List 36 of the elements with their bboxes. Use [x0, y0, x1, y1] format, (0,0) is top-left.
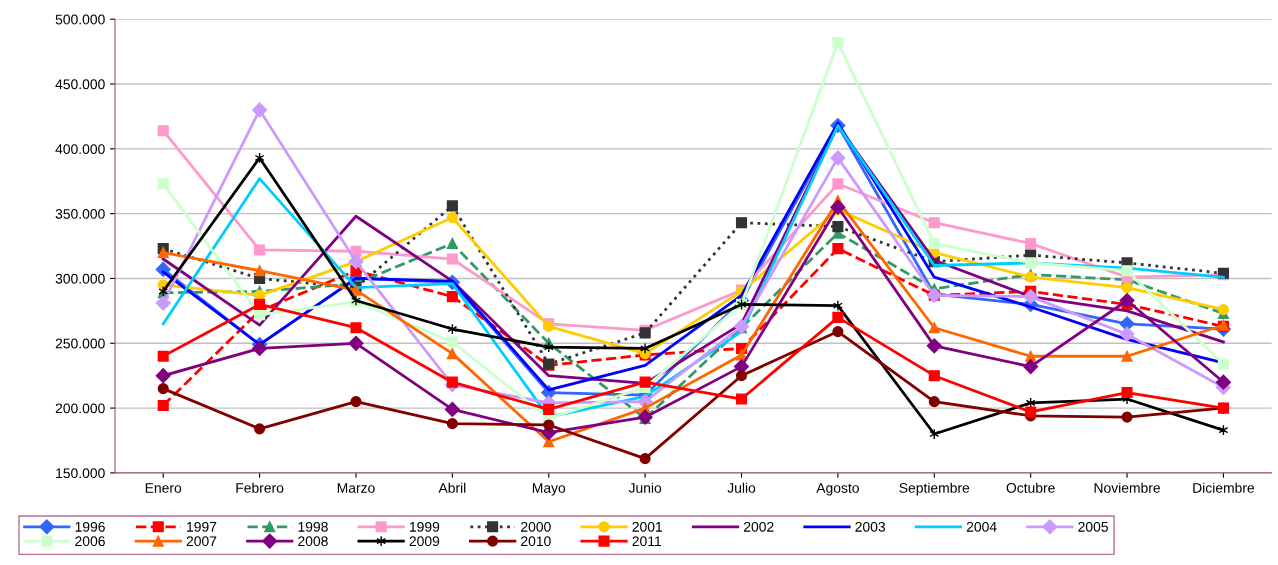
legend-label: 2002 — [743, 521, 774, 532]
x-tick-label: Febrero — [236, 482, 284, 493]
x-tick-label: Abril — [438, 482, 466, 493]
legend-label: 2001 — [632, 521, 663, 532]
legend-label: 1996 — [75, 521, 105, 532]
legend-label: 2008 — [298, 536, 328, 547]
x-tick-label: Marzo — [337, 483, 375, 493]
y-tick-label: 250.000 — [55, 338, 105, 349]
legend-label: 2003 — [855, 521, 886, 532]
x-tick-label: Julio — [727, 482, 756, 493]
legend-label: 2011 — [632, 536, 662, 547]
y-tick-label: 450.000 — [55, 79, 105, 90]
x-tick-label: Junio — [628, 482, 662, 493]
legend-label: 2010 — [521, 536, 551, 547]
y-tick-label: 400.000 — [55, 144, 105, 155]
legend-label: 2005 — [1078, 521, 1108, 532]
legend-label: 2007 — [186, 536, 217, 547]
legend-label: 1999 — [409, 521, 440, 532]
y-tick-label: 150.000 — [56, 468, 105, 479]
legend-label: 1997 — [187, 521, 217, 532]
x-tick-label: Diciembre — [1193, 482, 1255, 493]
x-tick-label: Agosto — [816, 483, 859, 496]
legend-label: 2006 — [75, 536, 105, 547]
legend-label: 2004 — [966, 521, 997, 532]
legend-label: 2009 — [409, 536, 440, 547]
y-tick-label: 350.000 — [55, 208, 105, 219]
x-tick-label: Enero — [145, 483, 182, 493]
legend-label: 2000 — [521, 521, 551, 532]
x-tick-label: Septiembre — [899, 482, 970, 496]
y-tick-label: 500.000 — [55, 14, 105, 25]
x-tick-label: Octubre — [1006, 482, 1055, 493]
y-tick-label: 300.000 — [55, 273, 105, 284]
y-tick-label: 200.000 — [55, 403, 105, 414]
x-tick-label: Mayo — [532, 483, 566, 496]
legend-label: 1998 — [298, 521, 328, 532]
x-tick-label: Noviembre — [1094, 482, 1160, 493]
